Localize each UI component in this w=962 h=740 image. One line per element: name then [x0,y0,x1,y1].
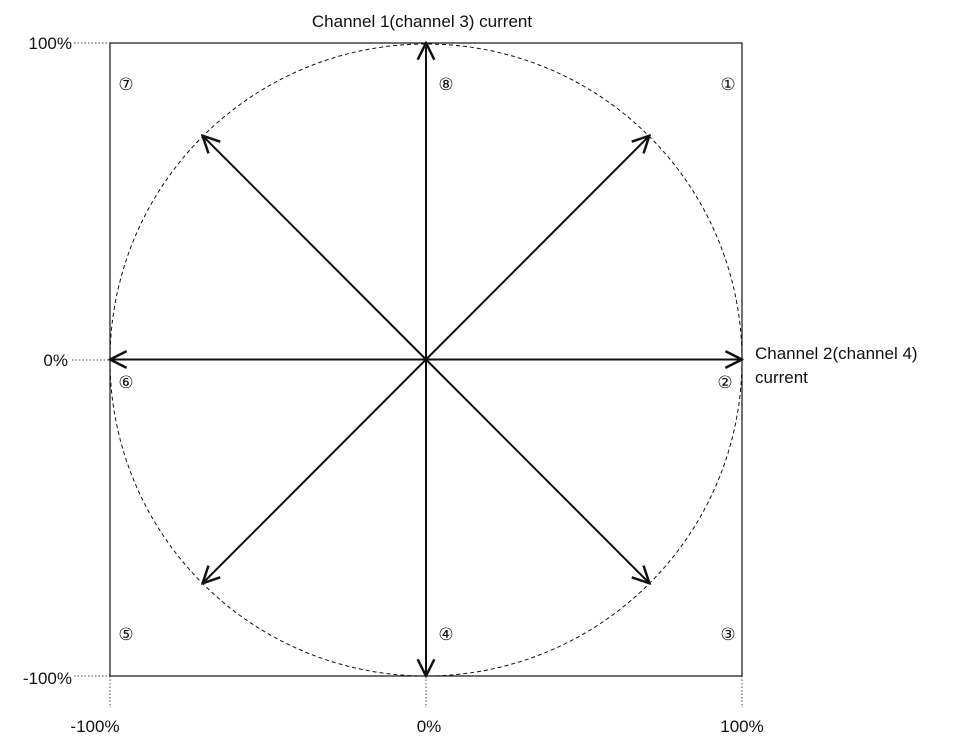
x-tick-label-right: 100% [720,717,763,736]
vector-arrow-1 [425,136,649,361]
vector-arrow-3 [425,358,649,584]
x-tick-label-left: -100% [70,717,119,736]
x-tick-label-mid: 0% [417,717,442,736]
vector-label-2: ② [717,373,732,393]
y-tick-label-top: 100% [29,34,72,53]
vector-label-3: ③ [720,625,735,645]
vector-label-4: ④ [438,625,453,645]
vector-group [110,43,742,676]
y-tick-label-bottom: -100% [23,669,72,688]
x-axis-title-line2: current [755,368,808,387]
y-tick-label-mid: 0% [43,351,68,370]
vector-arrow-5 [203,358,427,584]
vector-arrow-7 [203,136,427,361]
vector-label-7: ⑦ [118,75,133,95]
vector-label-8: ⑧ [438,75,453,95]
vector-label-5: ⑤ [118,625,133,645]
x-axis-title-line1: Channel 2(channel 4) [755,344,918,363]
vector-label-1: ① [720,75,735,95]
y-axis-title: Channel 1(channel 3) current [312,12,532,31]
vector-label-6: ⑥ [118,373,133,393]
